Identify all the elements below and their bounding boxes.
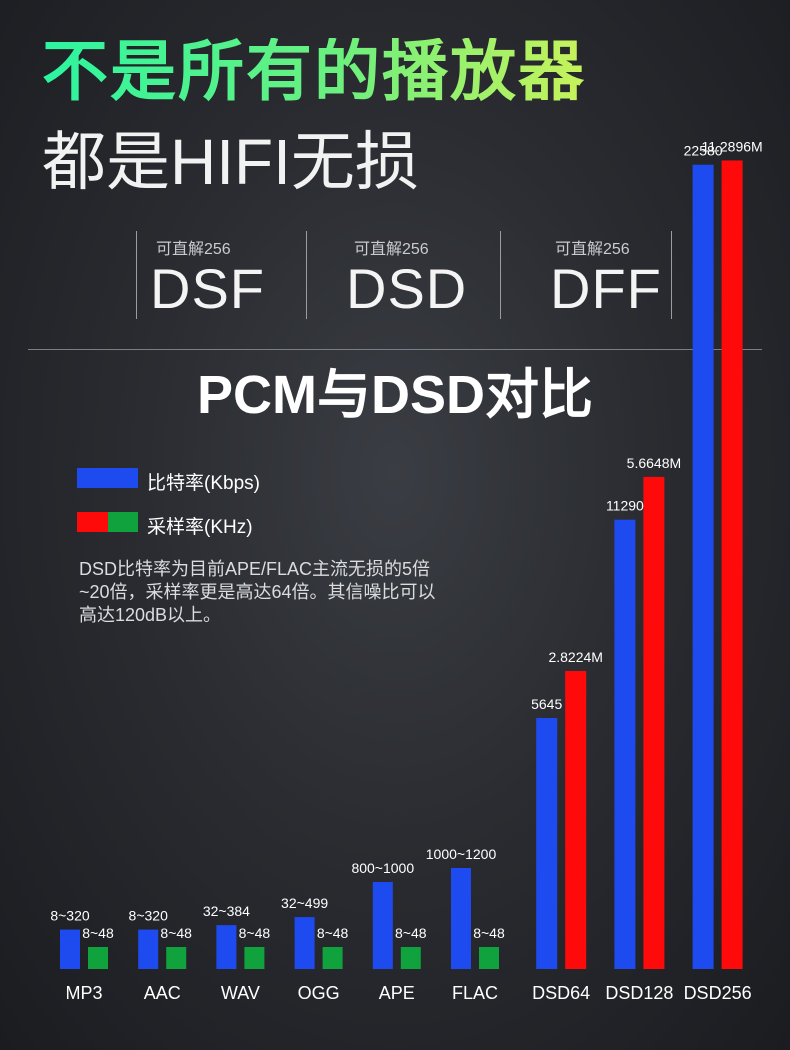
bar-bitrate-dsd64 [536, 718, 558, 969]
bar-samplerate-mp3 [88, 947, 108, 969]
label-samplerate-ogg: 8~48 [317, 925, 349, 941]
label-bitrate-flac: 1000~1200 [426, 846, 497, 862]
bar-samplerate-flac [479, 947, 499, 969]
category-label-wav: WAV [221, 983, 260, 1003]
label-samplerate-dsd64: 2.8224M [548, 649, 602, 665]
chart-title: PCM与DSD对比 [196, 365, 593, 425]
format-name: DSD [346, 257, 468, 320]
legend-swatch-green [108, 512, 138, 532]
format-name: DFF [550, 257, 662, 320]
bar-bitrate-wav [216, 925, 237, 969]
category-label-aac: AAC [144, 983, 181, 1003]
bar-samplerate-dsd256 [721, 160, 743, 970]
label-bitrate-dsd64: 5645 [531, 696, 562, 712]
label-bitrate-dsd256: 22580 [684, 143, 723, 159]
format-divider [306, 231, 307, 319]
format-name: DSF [150, 257, 265, 320]
format-list: 可直解256 DSF 可直解256 DSD 可直解256 DFF [136, 231, 672, 319]
section-divider [28, 349, 762, 350]
label-samplerate-dsd128: 5.6648M [627, 455, 681, 471]
label-bitrate-ape: 800~1000 [351, 860, 414, 876]
subheadline: 都是HIFI无损 [42, 126, 419, 198]
bar-bitrate-dsd256 [692, 164, 714, 970]
format-caption: 可直解256 [156, 241, 231, 258]
legend-label: 比特率(Kbps) [147, 473, 260, 494]
bar-bitrate-flac [451, 868, 471, 969]
label-samplerate-ape: 8~48 [395, 925, 427, 941]
category-label-ogg: OGG [298, 983, 340, 1003]
bar-samplerate-wav [244, 947, 265, 969]
bar-samplerate-dsd128 [643, 476, 665, 969]
format-divider-end [671, 231, 672, 319]
label-samplerate-flac: 8~48 [473, 925, 505, 941]
bar-bitrate-ogg [294, 917, 315, 969]
bar-bitrate-mp3 [60, 929, 80, 969]
label-bitrate-ogg: 32~499 [281, 895, 328, 911]
format-divider [500, 231, 501, 319]
label-bitrate-aac: 8~320 [129, 908, 169, 924]
category-label-mp3: MP3 [65, 983, 102, 1003]
bar-samplerate-ape [400, 947, 421, 969]
label-bitrate-wav: 32~384 [203, 903, 250, 919]
chart-note: DSD比特率为目前APE/FLAC主流无损的5倍~20倍，采样率更是高达64倍。… [79, 559, 436, 625]
bar-samplerate-ogg [322, 947, 343, 969]
bar-samplerate-dsd64 [565, 671, 587, 969]
label-samplerate-aac: 8~48 [160, 925, 192, 941]
category-label-dsd128: DSD128 [605, 983, 673, 1003]
category-label-dsd64: DSD64 [532, 983, 590, 1003]
format-divider [136, 231, 137, 319]
headline: 不是所有的播放器 [42, 34, 586, 108]
category-label-flac: FLAC [452, 983, 498, 1003]
label-samplerate-wav: 8~48 [239, 925, 271, 941]
legend-label: 采样率(KHz) [147, 517, 253, 538]
category-label-dsd256: DSD256 [684, 983, 752, 1003]
category-label-ape: APE [379, 983, 415, 1003]
format-caption: 可直解256 [555, 241, 630, 258]
label-bitrate-dsd128: 11290 [606, 498, 644, 514]
label-samplerate-dsd256: 11.2896M [701, 138, 762, 154]
bar-bitrate-ape [372, 882, 393, 969]
legend-swatch-blue [77, 468, 138, 488]
label-samplerate-mp3: 8~48 [82, 925, 114, 941]
legend-swatch-red [77, 512, 108, 532]
bar-bitrate-dsd128 [614, 519, 636, 969]
bar-bitrate-aac [138, 929, 159, 969]
bar-samplerate-aac [166, 947, 187, 969]
format-caption: 可直解256 [354, 241, 429, 258]
label-bitrate-mp3: 8~320 [50, 908, 90, 924]
